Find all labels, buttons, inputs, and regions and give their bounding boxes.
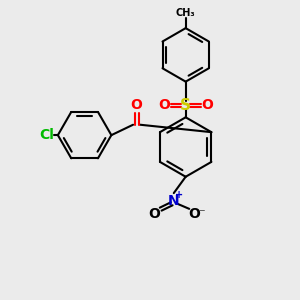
Text: O: O [201,98,213,112]
Text: O: O [131,98,142,112]
Text: N: N [168,194,180,208]
Text: O: O [159,98,170,112]
Text: O: O [188,207,200,221]
Text: Cl: Cl [39,128,54,142]
Text: S: S [180,98,191,113]
Text: +: + [175,190,183,200]
Text: ⁻: ⁻ [198,208,204,221]
Text: O: O [148,207,160,221]
Text: CH₃: CH₃ [176,8,196,18]
